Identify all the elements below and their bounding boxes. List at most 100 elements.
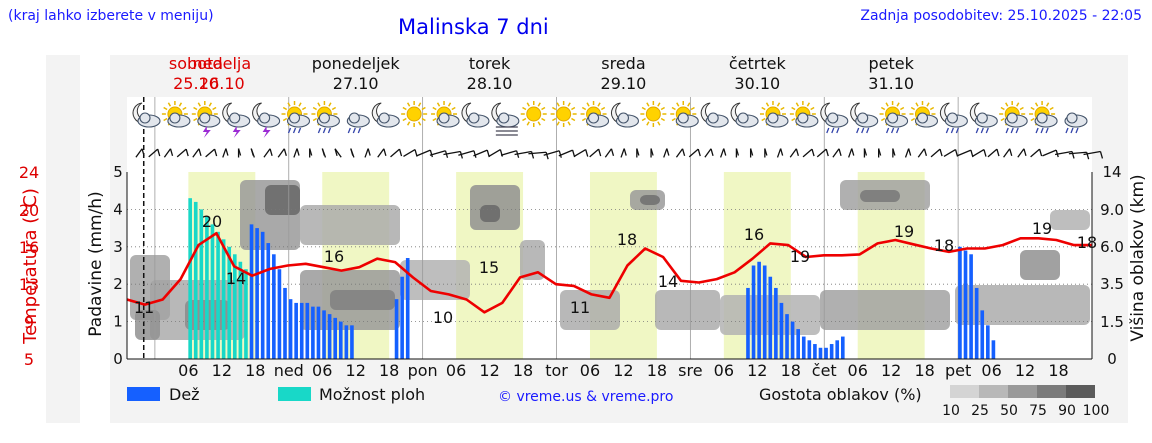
rain-bar	[350, 325, 354, 359]
sun-ray	[1049, 106, 1054, 111]
rain-drop	[1040, 127, 1044, 134]
wind-barb	[930, 148, 943, 158]
day-name: sobota	[169, 54, 223, 73]
precip-tick: 1	[113, 313, 123, 331]
sun-ray	[597, 102, 601, 107]
rain-bar	[824, 347, 828, 359]
cloud-puff	[707, 112, 719, 124]
rain-drop	[352, 127, 356, 134]
sun-ray	[657, 121, 661, 126]
temperature-label: 20	[202, 212, 222, 231]
wind-barb	[789, 148, 800, 158]
rain-bar	[305, 302, 310, 359]
wind-tick	[296, 148, 300, 156]
sun-ray	[421, 117, 426, 122]
sun-ray	[926, 102, 930, 107]
x-tick-label: 06	[312, 361, 332, 380]
wind-barb	[135, 148, 145, 158]
cloud-density-tick: 75	[1029, 403, 1047, 419]
cloud-density-tick: 50	[1000, 403, 1018, 419]
wind-barb	[543, 150, 562, 158]
sun-ray	[447, 102, 452, 107]
rain-bar	[980, 310, 985, 359]
wind-shaft	[789, 148, 797, 158]
rain-drop	[1010, 127, 1014, 134]
wind-shaft	[1042, 149, 1057, 157]
rain-bar	[322, 310, 326, 359]
rain-bar	[294, 302, 298, 359]
wind-shaft	[904, 148, 910, 158]
rain-bar	[774, 287, 778, 359]
sun-ray	[1030, 106, 1035, 111]
cloud-puff	[318, 112, 330, 124]
wind-barb	[764, 148, 768, 158]
sun-ray	[885, 102, 889, 107]
wind-shaft	[663, 148, 668, 158]
wind-shaft	[1030, 148, 1041, 158]
cloud-patch	[330, 290, 395, 310]
wind-shaft	[263, 148, 271, 158]
temperature-label: 10	[433, 308, 453, 327]
wind-tick	[795, 148, 800, 156]
sun-ray	[780, 106, 785, 111]
wind-barb	[263, 148, 273, 158]
rain-drop	[861, 127, 865, 134]
sun-ray	[406, 102, 411, 107]
wind-shaft	[573, 148, 587, 158]
wind-shaft	[917, 148, 925, 158]
wind-barb	[863, 148, 868, 158]
day-date: 28.10	[467, 74, 513, 93]
cloud-height-tick: 14	[1102, 163, 1121, 181]
wind-barb	[832, 148, 842, 158]
wind-barb	[334, 148, 342, 158]
sun-ray	[552, 117, 557, 122]
wind-tick	[309, 148, 313, 156]
wind-tick	[710, 148, 714, 156]
x-tick-label: ned	[274, 361, 304, 380]
temperature-label: 14	[658, 272, 678, 291]
wind-tick	[892, 148, 896, 156]
rain-bar	[801, 336, 806, 359]
sun-ray	[776, 102, 781, 107]
cloud-density-swatch	[1008, 385, 1037, 398]
precip-axis-label: Padavine (mm/h)	[86, 191, 106, 336]
shower-bar	[216, 231, 220, 359]
sun-ray	[432, 106, 437, 111]
x-tick-label: čet	[812, 361, 837, 380]
x-tick-label: 12	[747, 361, 767, 380]
sun-storm-icon	[191, 101, 221, 138]
x-tick-label: pet	[945, 361, 971, 380]
temp-axis-background	[46, 55, 80, 423]
rain-drop	[866, 127, 870, 134]
sun-ray	[671, 117, 676, 122]
rain-drop	[322, 127, 327, 134]
day-date: 27.10	[333, 74, 379, 93]
wind-barb	[776, 148, 784, 158]
grid-lines	[127, 97, 1092, 359]
rain-drop	[1065, 127, 1069, 134]
moon-cloud-icon	[700, 102, 729, 128]
sun-ray	[929, 106, 935, 111]
sun-ray	[880, 117, 886, 122]
sun-ray	[402, 117, 407, 122]
shower-bar	[210, 224, 215, 359]
sun-cloud-icon	[580, 101, 610, 128]
wind-shaft	[832, 148, 840, 158]
sun-ray	[690, 106, 695, 111]
wind-tick	[141, 148, 145, 156]
wind-tick	[1038, 148, 1043, 157]
x-tick-label: 18	[1048, 361, 1068, 380]
wind-shaft	[720, 148, 725, 158]
rain-drop	[347, 127, 351, 134]
credit-text: © vreme.us & vreme.pro	[498, 389, 673, 405]
cloud-puff	[199, 112, 211, 124]
sun-ray	[910, 106, 916, 111]
wind-tick	[636, 148, 640, 156]
wind-barb	[972, 148, 987, 158]
wind-shaft	[675, 148, 684, 158]
temperature-label: 19	[790, 247, 810, 266]
wind-shaft	[429, 150, 446, 156]
legend: Dež Možnost ploh © vreme.us & vreme.pro Gos…	[127, 385, 1109, 419]
wind-shaft	[377, 148, 385, 158]
temperature-label: 18	[617, 230, 637, 249]
